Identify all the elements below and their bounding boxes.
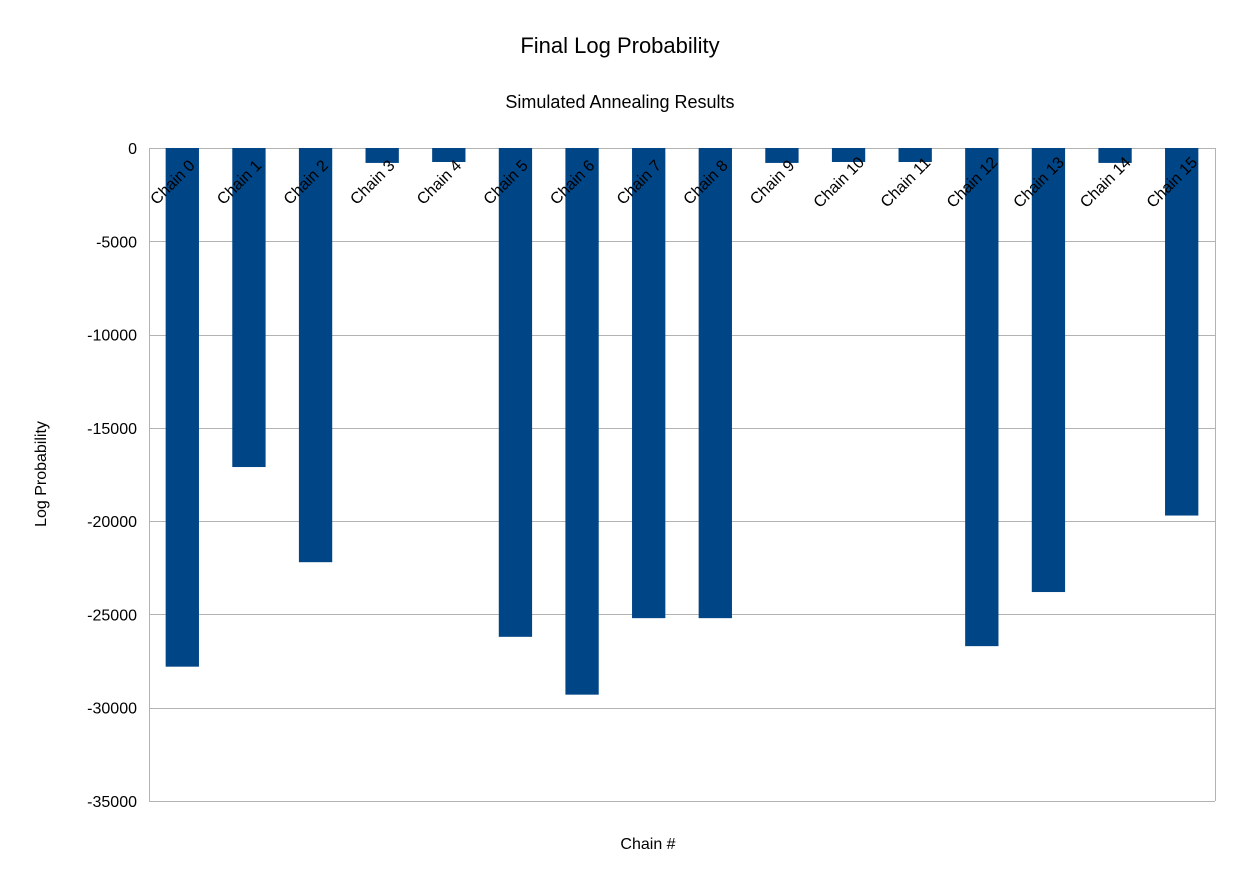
y-tick-labels: 0 -5000 -10000 -15000 -20000 -25000 -30000 -350… — [87, 141, 137, 811]
bar-5 — [498, 148, 533, 637]
bar-15 — [1165, 148, 1199, 516]
bar-11 — [898, 148, 932, 162]
y-axis-title: Log Probability — [33, 421, 50, 527]
chart-title: Final Log Probability — [520, 33, 719, 58]
y-tick-label-5: -25000 — [87, 607, 137, 624]
y-tick-label-4: -20000 — [87, 514, 137, 531]
bar-0 — [165, 148, 199, 667]
bar-4 — [432, 148, 466, 162]
bar-7 — [632, 148, 666, 619]
x-axis-title: Chain # — [620, 836, 675, 853]
y-tick-label-1: -5000 — [96, 234, 137, 251]
bar-3 — [365, 148, 399, 163]
y-tick-label-7: -35000 — [87, 794, 137, 811]
bar-1 — [232, 148, 266, 468]
y-tick-label-6: -30000 — [87, 701, 137, 718]
y-tick-label-0: 0 — [128, 141, 137, 158]
bar-9 — [765, 148, 799, 163]
bar-2 — [298, 148, 333, 563]
chart-subtitle: Simulated Annealing Results — [505, 92, 734, 112]
y-tick-label-3: -15000 — [87, 421, 137, 438]
y-tick-label-2: -10000 — [87, 328, 137, 345]
bar-14 — [1098, 148, 1132, 163]
bar-12 — [965, 148, 999, 647]
bar-13 — [1031, 148, 1066, 593]
bar-8 — [698, 148, 732, 619]
bar-6 — [565, 148, 599, 695]
bars — [165, 148, 1199, 695]
bar-10 — [831, 148, 866, 162]
